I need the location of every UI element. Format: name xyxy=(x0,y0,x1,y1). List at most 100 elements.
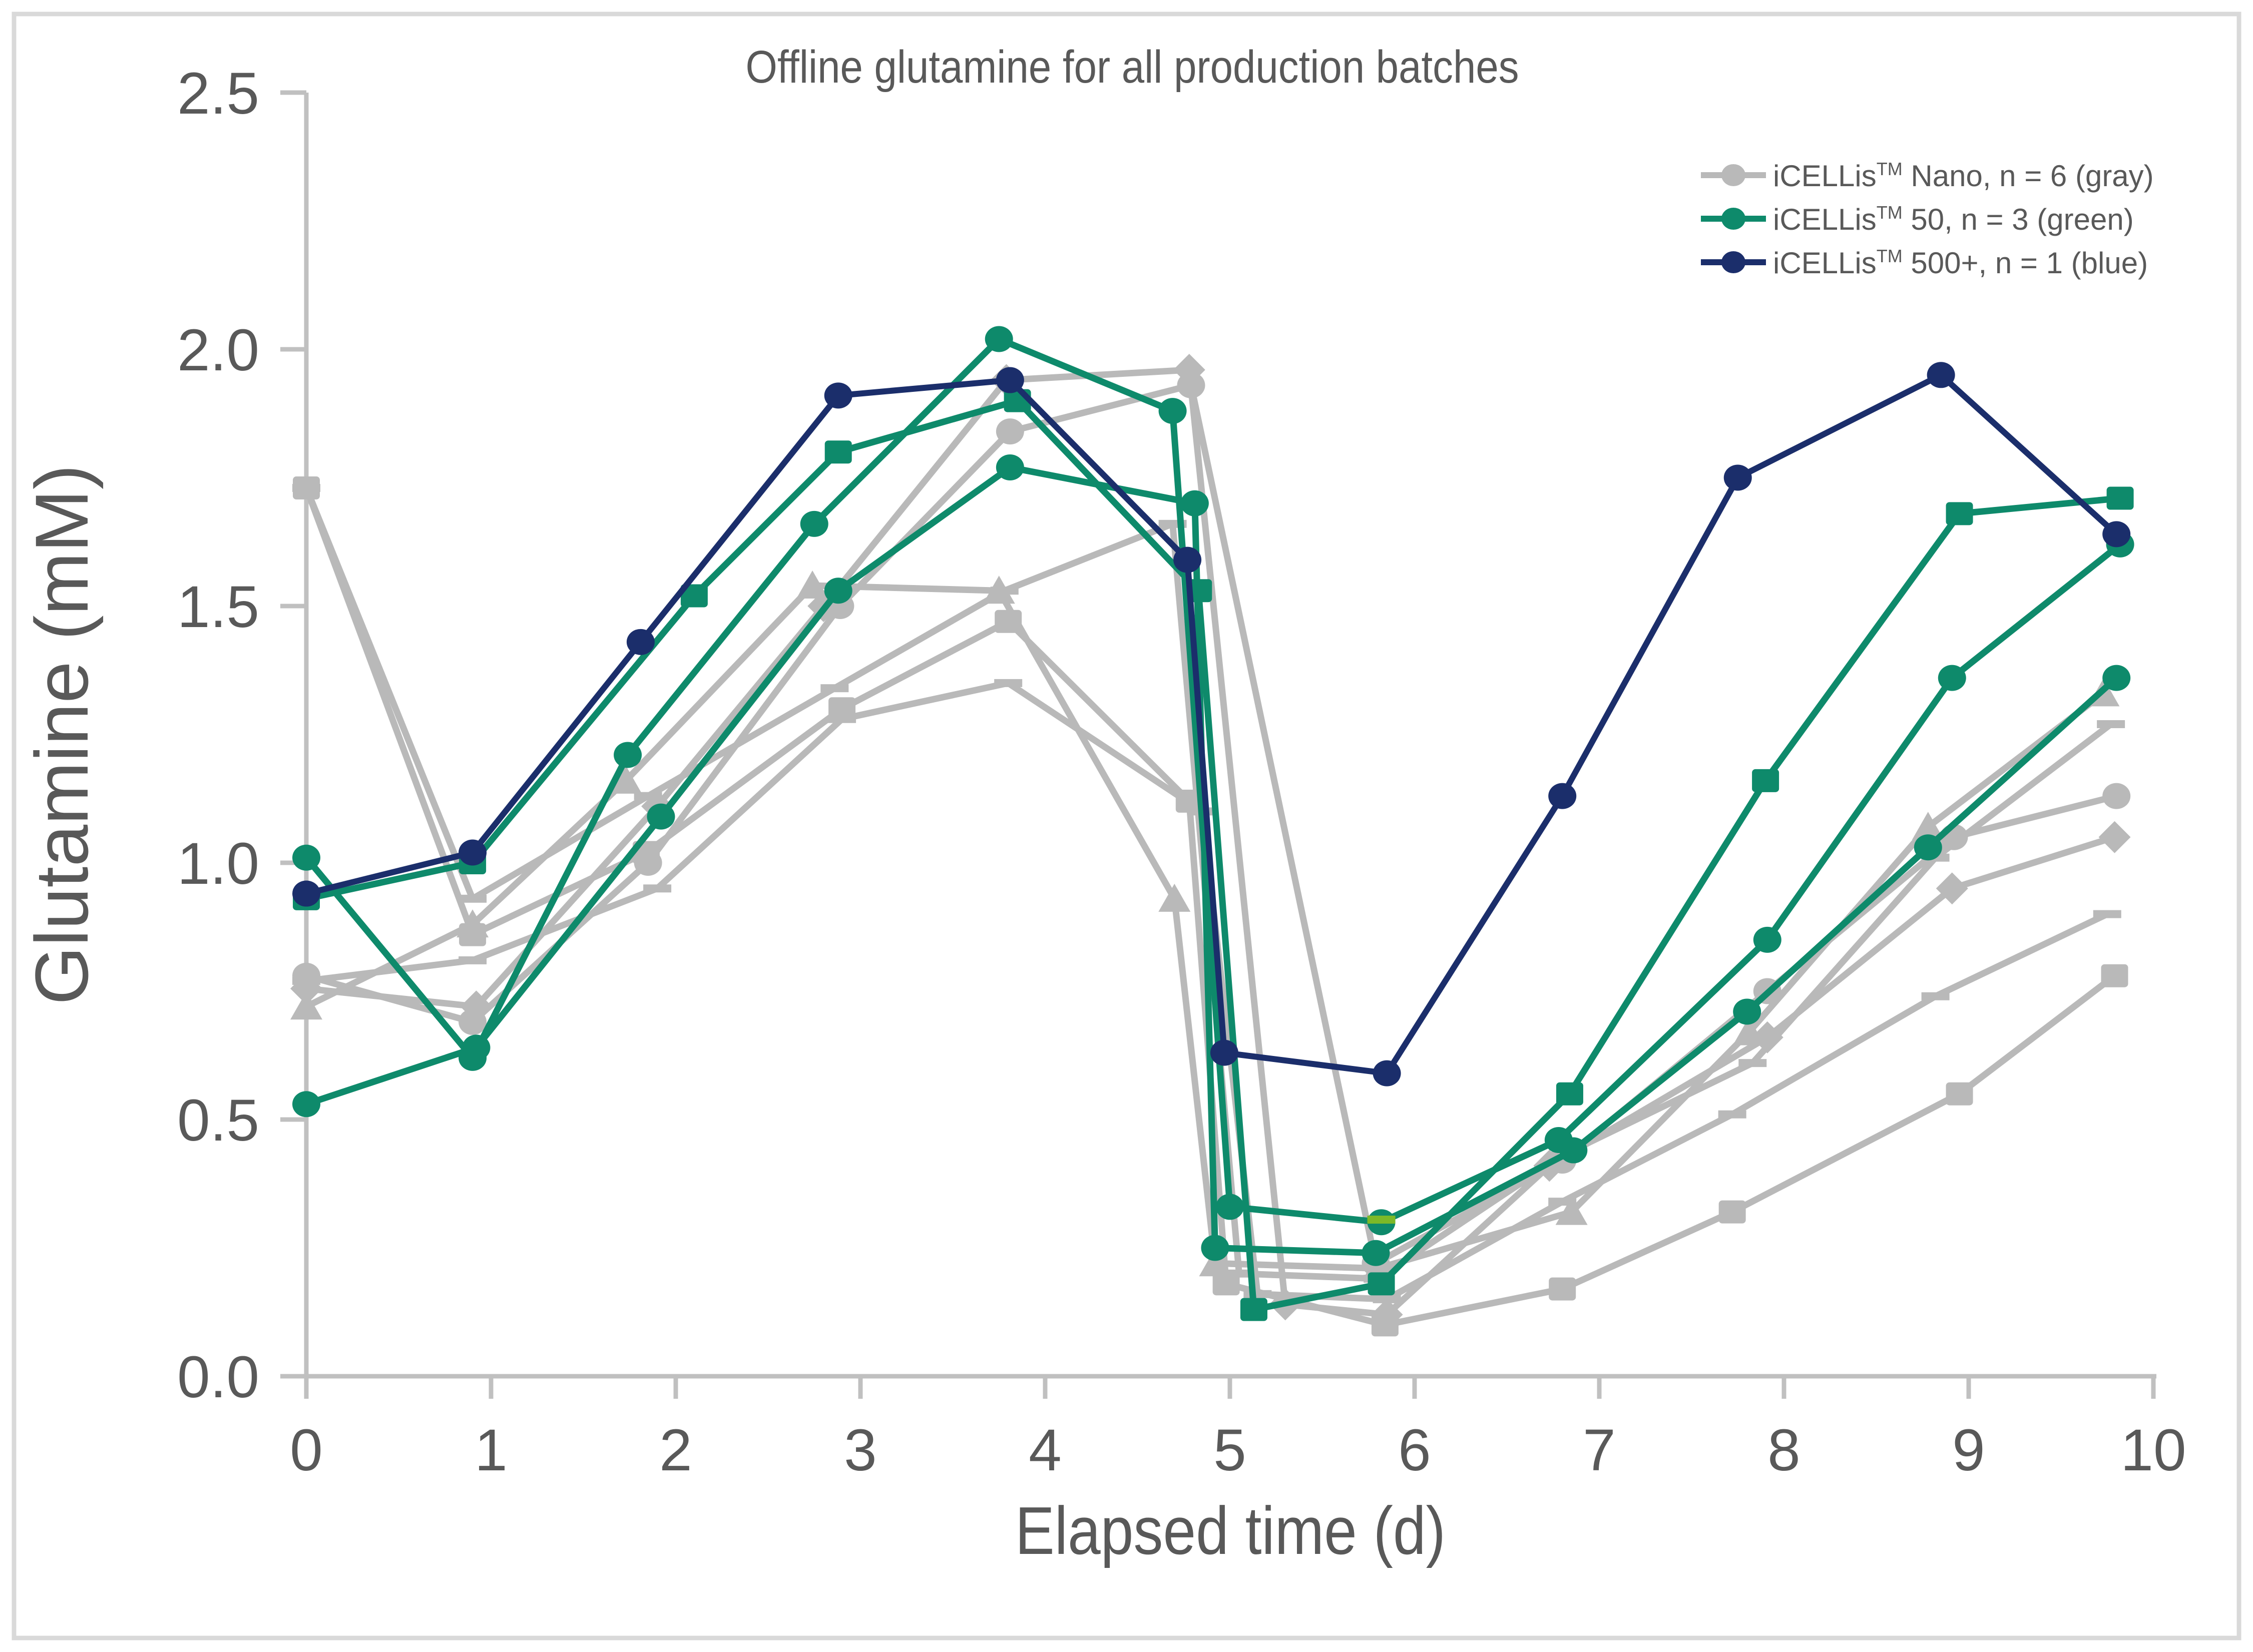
series-line-nano-batch-diamond xyxy=(303,366,2118,1318)
data-point-dash xyxy=(1225,1269,1253,1278)
data-point-square xyxy=(1752,769,1779,792)
data-point-circle xyxy=(1914,834,1942,861)
data-point-circle xyxy=(1373,1060,1401,1086)
data-point-circle xyxy=(1927,362,1955,388)
x-tick-label: 5 xyxy=(1213,1417,1246,1483)
x-tick-label: 1 xyxy=(475,1417,508,1483)
chart-title: Offline glutamine for all production bat… xyxy=(746,42,1519,93)
legend-label: iCELLisTM Nano, n = 6 (gray) xyxy=(1773,159,2154,193)
x-tick-label: 7 xyxy=(1583,1417,1616,1483)
chart-outer-border xyxy=(12,12,2241,1640)
y-tick-label: 0.5 xyxy=(177,1087,259,1154)
data-point-circle xyxy=(1733,998,1761,1025)
data-point-circle xyxy=(800,510,828,537)
legend-item-1: iCELLisTM 50, n = 3 (green) xyxy=(1701,202,2134,236)
legend-marker-icon xyxy=(1721,208,1745,230)
series-line-icellis50-batch-square xyxy=(303,397,2124,1313)
data-point-dash xyxy=(459,956,487,964)
data-point-dash xyxy=(994,679,1023,687)
data-point-circle xyxy=(1938,665,1966,691)
series-line-icellis500-batch-circle xyxy=(303,372,2120,1076)
x-tick-label: 4 xyxy=(1029,1417,1062,1483)
data-point-dash xyxy=(2093,910,2121,918)
data-point-circle xyxy=(459,839,487,866)
data-point-circle xyxy=(2102,521,2131,547)
data-point-circle xyxy=(824,578,852,604)
series-icellis50-batch-circle-b xyxy=(292,454,2131,1266)
data-point-triangle xyxy=(1912,812,1944,840)
data-point-circle xyxy=(1180,490,1209,516)
data-point-square xyxy=(1946,502,1973,525)
data-point-dash xyxy=(459,894,487,903)
data-point-square xyxy=(2106,486,2134,510)
data-point-square xyxy=(1549,1277,1576,1301)
data-point-circle xyxy=(462,1034,491,1061)
series-line-icellis50-batch-circle-b xyxy=(303,464,2120,1257)
data-point-circle xyxy=(985,326,1013,352)
data-point-diamond xyxy=(2098,821,2131,853)
data-point-circle xyxy=(1362,1240,1390,1266)
x-tick-label: 2 xyxy=(659,1417,692,1483)
data-point-triangle xyxy=(1199,1248,1231,1277)
data-point-dash xyxy=(1243,1290,1272,1298)
data-point-square xyxy=(1718,1200,1746,1224)
data-point-triangle xyxy=(983,576,1015,604)
data-point-circle xyxy=(292,1091,320,1118)
data-point-triangle xyxy=(796,570,829,599)
legend-label: iCELLisTM 50, n = 3 (green) xyxy=(1773,202,2134,236)
data-point-dash xyxy=(1367,1216,1396,1224)
series-icellis500-batch-circle xyxy=(292,362,2131,1086)
data-point-circle xyxy=(1559,1137,1588,1164)
data-point-diamond xyxy=(1936,872,1968,905)
series-icellis50-batch-square xyxy=(293,389,2134,1321)
data-point-dash xyxy=(1373,1295,1401,1304)
data-point-circle xyxy=(614,742,642,768)
data-point-triangle xyxy=(1158,883,1191,912)
data-point-circle xyxy=(647,803,675,830)
legend-item-2: iCELLisTM 500+, n = 1 (blue) xyxy=(1701,246,2148,280)
y-axis-title: Glutamine (mM) xyxy=(20,464,104,1005)
data-point-circle xyxy=(1201,1235,1229,1261)
data-point-circle xyxy=(292,880,320,907)
data-point-dash xyxy=(1718,1110,1746,1119)
data-point-circle xyxy=(634,850,662,876)
x-tick-label: 0 xyxy=(290,1417,323,1483)
data-point-circle xyxy=(2102,783,2131,809)
data-point-circle xyxy=(292,844,320,871)
data-point-triangle xyxy=(290,991,322,1020)
axes: 0 1 2 3 4 5 6 7 8 9 10 0.0 0.5 1.0 1.5 2.0 2.5 xyxy=(177,61,2186,1483)
data-point-dash xyxy=(1921,992,1950,1000)
legend: iCELLisTM Nano, n = 6 (gray) iCELLisTM 50… xyxy=(1701,159,2154,280)
data-point-square xyxy=(2101,964,2128,987)
data-point-circle xyxy=(996,418,1024,445)
data-point-diamond xyxy=(1371,1298,1403,1331)
data-point-square xyxy=(1556,1082,1583,1106)
data-point-circle xyxy=(824,382,852,409)
data-point-circle xyxy=(626,629,655,655)
y-tick-label: 1.5 xyxy=(177,574,259,640)
x-tick-label: 6 xyxy=(1398,1417,1431,1483)
data-point-triangle xyxy=(457,909,489,938)
data-point-circle xyxy=(1177,372,1205,398)
x-tick-label: 3 xyxy=(844,1417,877,1483)
y-tick-label: 2.0 xyxy=(177,317,259,383)
data-series-layer xyxy=(290,326,2134,1337)
data-point-square xyxy=(1212,1272,1240,1296)
data-point-dash xyxy=(643,884,672,893)
data-point-circle xyxy=(1210,1039,1238,1066)
data-point-dash xyxy=(1548,1198,1577,1206)
data-point-dash xyxy=(820,684,849,693)
data-point-triangle xyxy=(610,765,642,794)
data-point-circle xyxy=(996,367,1024,393)
x-axis-title: Elapsed time (d) xyxy=(1015,1493,1446,1568)
data-point-circle xyxy=(459,1009,487,1035)
data-point-diamond xyxy=(1751,1021,1783,1053)
x-tick-label: 9 xyxy=(1952,1417,1985,1483)
y-tick-label: 1.0 xyxy=(177,831,259,897)
data-point-square xyxy=(824,440,852,464)
data-point-dash xyxy=(292,976,320,985)
data-point-square xyxy=(1240,1298,1267,1321)
legend-marker-icon xyxy=(1721,164,1745,186)
data-point-dash xyxy=(1738,1059,1767,1067)
